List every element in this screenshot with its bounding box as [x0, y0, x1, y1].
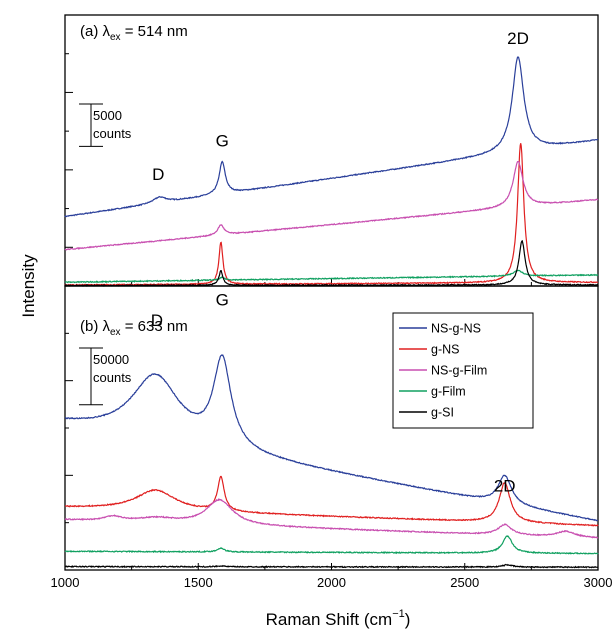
panel-a-label-prefix: (a) [80, 23, 103, 40]
x-axis-title-sup: −1 [392, 608, 405, 620]
panel-a: (a) λex = 514 nm D G 2D 5000 counts [64, 14, 599, 288]
legend-label-ns-g-film: NS-g-Film [431, 364, 487, 378]
y-axis-title: Intensity [19, 254, 38, 318]
panel-b-scale-value: 50000 [93, 352, 129, 367]
legend-label-g-ns: g-NS [431, 343, 459, 357]
x-axis-title-close: ) [405, 610, 411, 629]
panel-b-label: (b) λex = 633 nm [80, 318, 188, 338]
panel-b-series-ns-g-film [64, 498, 599, 539]
legend-label-ns-g-ns: NS-g-NS [431, 322, 481, 336]
x-tick-label: 1000 [51, 575, 80, 590]
panel-a-series-g-film [64, 269, 599, 284]
panel-a-series-g-ns [64, 143, 599, 287]
panel-b-peak-label-2d: 2D [494, 477, 516, 496]
panel-a-frame [64, 14, 599, 287]
legend-label-g-si: g-SI [431, 406, 454, 420]
panel-a-label-sub: ex [110, 32, 121, 43]
panel-a-peak-label-d: D [152, 165, 164, 184]
panel-b-series-g-film [64, 535, 599, 555]
legend-label-g-film: g-Film [431, 385, 466, 399]
panel-b-label-sub: ex [110, 327, 121, 338]
x-axis: 1000 1500 2000 2500 3000 [51, 575, 613, 590]
panel-b-scale-unit: counts [93, 370, 132, 385]
panel-b-peak-label-d: D [151, 311, 163, 330]
panel-b-series-g-ns [64, 475, 599, 527]
x-tick-label: 1500 [184, 575, 213, 590]
panel-a-label: (a) λex = 514 nm [80, 23, 188, 43]
panel-a-peak-label-2d: 2D [507, 29, 529, 48]
x-tick-label: 2000 [317, 575, 346, 590]
panel-b: (b) λex = 633 nmD G 2D 50000 counts [64, 285, 599, 571]
x-axis-title: Raman Shift (cm−1) [266, 608, 411, 629]
panel-a-scale-value: 5000 [93, 108, 122, 123]
panel-b-series-ns-g-ns [64, 354, 598, 522]
panel-a-scale-unit: counts [93, 126, 132, 141]
x-tick-label: 2500 [450, 575, 479, 590]
panel-a-series-ns-g-ns [64, 56, 598, 218]
panel-b-label-prefix: (b) [80, 318, 103, 335]
panel-a-label-lambda: λ [103, 23, 111, 40]
x-tick-label: 3000 [584, 575, 613, 590]
panel-b-label-rest: = 633 nm [121, 318, 188, 335]
panel-b-series-g-si [64, 563, 599, 569]
panel-a-peak-label-g: G [216, 131, 229, 150]
legend: NS-g-NS g-NS NS-g-Film g-Film g-SI [392, 312, 534, 429]
panel-b-label-lambda: λ [103, 318, 111, 335]
panel-a-series-ns-g-film [64, 161, 599, 251]
panel-a-label-rest: = 514 nm [121, 23, 188, 40]
panel-b-peak-label-g: G [216, 290, 229, 309]
x-axis-title-main: Raman Shift (cm [266, 610, 393, 629]
